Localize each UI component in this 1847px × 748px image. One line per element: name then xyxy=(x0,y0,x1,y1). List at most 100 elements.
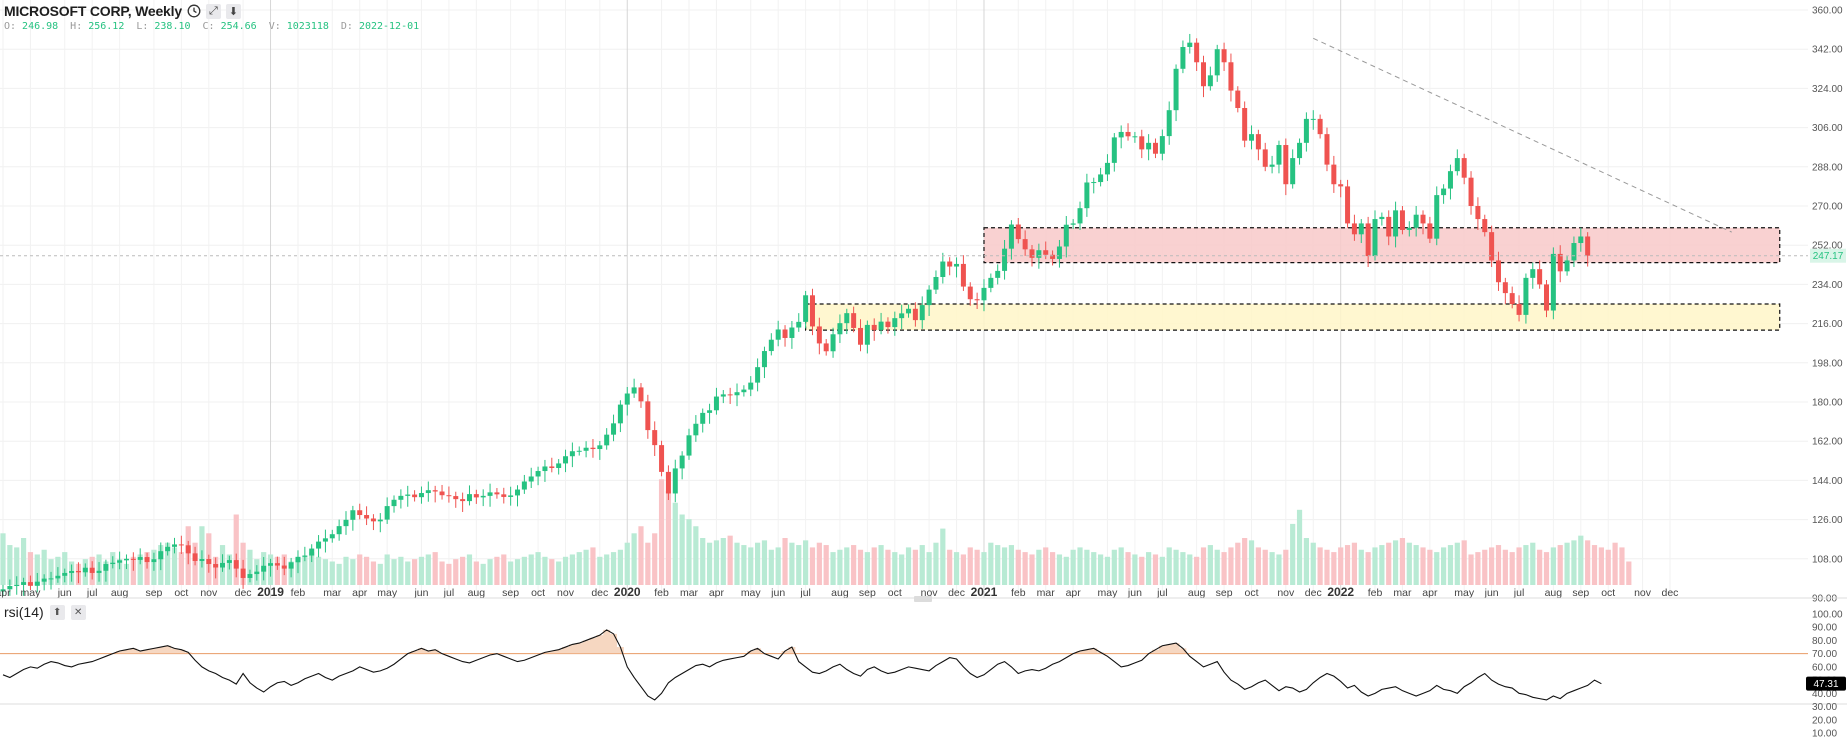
time-tick-label: mar xyxy=(1393,587,1412,599)
arrow-up-icon[interactable]: ⬆ xyxy=(49,604,65,620)
candle xyxy=(192,553,198,561)
volume-bar xyxy=(350,559,356,585)
candle xyxy=(775,329,781,340)
volume-bar xyxy=(1194,556,1200,585)
clock-icon[interactable] xyxy=(187,4,201,18)
candle xyxy=(1331,164,1337,185)
candle xyxy=(316,541,322,549)
rsi-value-badge xyxy=(1806,676,1846,691)
download-icon[interactable]: ⬇ xyxy=(225,3,241,19)
volume-bar xyxy=(1049,552,1056,585)
volume-bar xyxy=(418,556,425,585)
candle xyxy=(1564,260,1570,272)
candle xyxy=(652,430,658,446)
candle xyxy=(1214,49,1220,76)
volume-bar xyxy=(302,556,308,585)
volume-bar xyxy=(1406,542,1412,585)
candle xyxy=(1015,224,1021,240)
candle xyxy=(1139,136,1145,150)
volume-bar xyxy=(899,554,905,585)
candle xyxy=(226,560,232,563)
candle xyxy=(761,351,767,368)
volume-bar xyxy=(521,556,527,585)
volume-bar xyxy=(1063,556,1069,585)
volume-bar xyxy=(1420,547,1426,585)
volume-bar xyxy=(494,556,500,585)
volume-bar xyxy=(1468,554,1474,585)
volume-bar xyxy=(631,533,637,585)
candle xyxy=(576,450,582,452)
volume-bar xyxy=(816,542,822,585)
volume-bar xyxy=(638,526,644,585)
volume-bar xyxy=(528,554,534,585)
candle xyxy=(1427,223,1433,239)
candle xyxy=(1207,75,1213,87)
volume-bar xyxy=(1338,547,1344,585)
volume-bar xyxy=(789,542,795,585)
candle xyxy=(1420,214,1426,224)
volume-bar xyxy=(782,538,788,585)
chart-title: MICROSOFT CORP, Weekly xyxy=(4,3,182,19)
candle xyxy=(302,555,308,557)
volume-bar xyxy=(960,554,966,585)
candle xyxy=(1118,131,1124,138)
candle xyxy=(27,582,33,586)
volume-bar xyxy=(768,549,774,585)
candle xyxy=(14,584,20,587)
candle xyxy=(823,343,829,352)
candle xyxy=(535,471,541,477)
volume-bar xyxy=(412,559,418,585)
volume-bar xyxy=(20,538,27,585)
volume-bar xyxy=(933,542,939,585)
candle xyxy=(720,394,726,397)
candle xyxy=(940,261,946,277)
volume-bar xyxy=(123,563,130,585)
close-icon[interactable]: ✕ xyxy=(70,604,86,620)
volume-bar xyxy=(569,554,575,585)
volume-bar xyxy=(652,533,658,585)
rsi-tick-label: 20.00 xyxy=(1812,715,1837,726)
candle xyxy=(679,455,685,469)
candle xyxy=(508,495,514,497)
candle xyxy=(569,451,575,457)
candle xyxy=(322,538,328,542)
rsi-tick-label: 70.00 xyxy=(1812,649,1837,660)
expand-icon[interactable]: ⤢ xyxy=(205,3,221,19)
candle xyxy=(62,572,68,576)
rsi-value-label: 47.31 xyxy=(1813,679,1838,690)
candle xyxy=(645,401,651,431)
candle xyxy=(144,557,150,563)
rsi-line xyxy=(2,629,1602,701)
candle xyxy=(727,394,733,396)
volume-bar xyxy=(556,561,562,585)
volume-bar xyxy=(700,538,706,585)
volume-bar xyxy=(562,556,569,585)
time-tick-label: apr xyxy=(352,587,368,599)
volume-bar xyxy=(1214,549,1220,585)
candle xyxy=(233,560,239,569)
candle xyxy=(1338,184,1344,187)
time-tick-label: jul xyxy=(1156,587,1168,599)
candle xyxy=(1221,49,1227,63)
volume-bar xyxy=(1235,542,1241,585)
time-tick-label: dec xyxy=(948,587,965,599)
volume-bar xyxy=(439,561,445,585)
candle xyxy=(885,321,891,328)
candle xyxy=(117,560,123,563)
candle xyxy=(130,558,136,560)
candle xyxy=(796,321,802,328)
candle xyxy=(1502,282,1508,294)
rsi-tick-label: 90.00 xyxy=(1812,623,1837,634)
candle xyxy=(178,544,184,546)
candle xyxy=(213,564,219,568)
candle xyxy=(1393,210,1399,237)
candle xyxy=(1290,158,1296,185)
volume-bar xyxy=(1365,552,1371,585)
candle xyxy=(803,295,809,322)
time-tick-label: mar xyxy=(1037,587,1056,599)
volume-bar xyxy=(549,559,555,585)
candle xyxy=(988,277,994,288)
volume-bar xyxy=(1619,547,1625,585)
price-tick-label: 324.00 xyxy=(1812,84,1843,95)
